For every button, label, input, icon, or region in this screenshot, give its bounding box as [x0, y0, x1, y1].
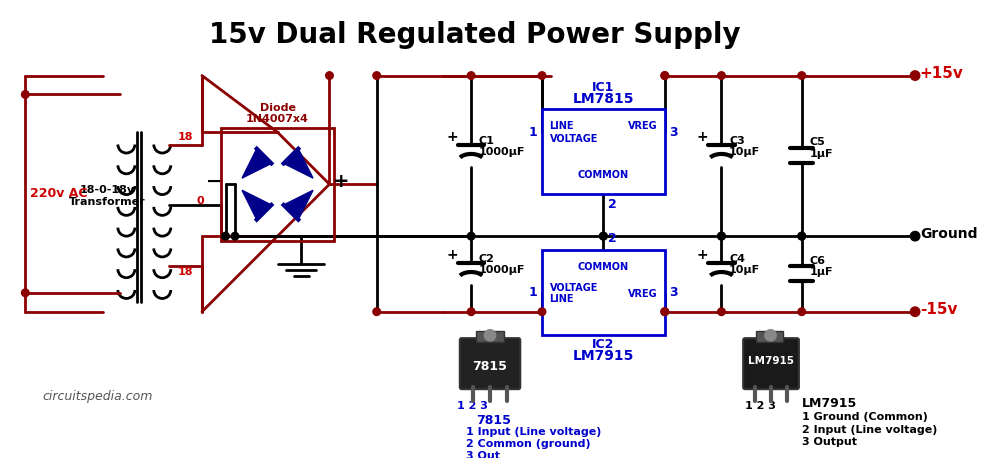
- Bar: [755, 331, 782, 342]
- Text: C5
1μF: C5 1μF: [809, 137, 832, 159]
- Circle shape: [231, 232, 239, 240]
- Circle shape: [599, 232, 606, 240]
- Text: C1
1000μF: C1 1000μF: [478, 136, 525, 157]
- Circle shape: [373, 308, 380, 316]
- Text: LINE: LINE: [549, 294, 574, 305]
- Text: +15v: +15v: [919, 66, 962, 81]
- Text: COMMON: COMMON: [577, 170, 628, 180]
- Text: 3 Output: 3 Output: [801, 437, 856, 447]
- Text: 15v Dual Regulated Power Supply: 15v Dual Regulated Power Supply: [208, 21, 740, 49]
- Text: 1 2 3: 1 2 3: [457, 401, 487, 411]
- Circle shape: [325, 72, 333, 79]
- Text: 2 Input (Line voltage): 2 Input (Line voltage): [801, 425, 936, 435]
- Text: LM7915: LM7915: [572, 349, 633, 363]
- Text: +: +: [332, 172, 349, 191]
- Circle shape: [717, 232, 725, 240]
- Text: 2: 2: [607, 198, 616, 212]
- Text: 1 Input (Line voltage): 1 Input (Line voltage): [466, 427, 601, 437]
- Text: +: +: [446, 130, 458, 144]
- Circle shape: [599, 232, 606, 240]
- Circle shape: [797, 232, 805, 240]
- Text: −: −: [206, 172, 222, 191]
- Circle shape: [717, 232, 725, 240]
- Text: 2: 2: [607, 233, 616, 245]
- Text: Ground: Ground: [919, 227, 976, 241]
- Text: Diode
1N4007x4: Diode 1N4007x4: [246, 103, 309, 124]
- Circle shape: [467, 72, 474, 79]
- Circle shape: [764, 330, 775, 341]
- Circle shape: [22, 289, 29, 297]
- Text: C3
10μF: C3 10μF: [729, 136, 759, 157]
- Text: LINE: LINE: [549, 120, 574, 131]
- Polygon shape: [283, 190, 313, 220]
- Text: 2 Common (ground): 2 Common (ground): [466, 439, 591, 449]
- Text: 7815: 7815: [472, 360, 507, 373]
- Text: 18-0-18v
Transformer: 18-0-18v Transformer: [69, 185, 146, 207]
- Circle shape: [661, 72, 668, 79]
- Circle shape: [22, 91, 29, 98]
- Text: 7815: 7815: [475, 414, 510, 427]
- Circle shape: [661, 308, 668, 316]
- Text: C2
1000μF: C2 1000μF: [478, 254, 525, 275]
- Text: 18: 18: [177, 267, 192, 277]
- Text: LM7915: LM7915: [801, 397, 856, 410]
- Circle shape: [717, 72, 725, 79]
- Text: -15v: -15v: [919, 302, 956, 317]
- Text: VOLTAGE: VOLTAGE: [549, 283, 598, 293]
- Text: circuitspedia.com: circuitspedia.com: [42, 390, 153, 403]
- Text: C4
10μF: C4 10μF: [729, 254, 759, 275]
- Circle shape: [797, 308, 805, 316]
- Text: 1 Ground (Common): 1 Ground (Common): [801, 412, 927, 422]
- Text: +: +: [446, 248, 458, 262]
- Text: +: +: [696, 248, 708, 262]
- Text: 0: 0: [196, 196, 204, 206]
- Text: IC2: IC2: [592, 338, 614, 351]
- Bar: [475, 331, 504, 342]
- Text: 18: 18: [177, 132, 192, 142]
- Circle shape: [373, 72, 380, 79]
- Text: VREG: VREG: [627, 120, 657, 131]
- Text: 1: 1: [528, 126, 536, 139]
- Text: +: +: [696, 130, 708, 144]
- Polygon shape: [283, 149, 313, 178]
- Text: 1: 1: [528, 286, 536, 300]
- Text: 3 Out: 3 Out: [466, 452, 500, 458]
- Circle shape: [909, 307, 919, 316]
- Text: 3: 3: [669, 126, 677, 139]
- Text: LM7815: LM7815: [572, 92, 633, 106]
- Circle shape: [797, 232, 805, 240]
- Circle shape: [537, 308, 545, 316]
- Text: 220v AC: 220v AC: [30, 187, 88, 200]
- Text: LM7915: LM7915: [746, 356, 793, 366]
- Text: 3: 3: [669, 286, 677, 300]
- Text: VREG: VREG: [627, 289, 657, 299]
- Circle shape: [661, 72, 668, 79]
- Circle shape: [537, 72, 545, 79]
- Circle shape: [717, 308, 725, 316]
- Circle shape: [467, 232, 474, 240]
- Bar: [541, 251, 665, 335]
- Bar: [541, 109, 665, 194]
- Text: C6
1μF: C6 1μF: [809, 256, 832, 277]
- Circle shape: [909, 231, 919, 241]
- Circle shape: [222, 232, 229, 240]
- Text: 1 2 3: 1 2 3: [744, 401, 775, 411]
- Circle shape: [797, 72, 805, 79]
- FancyBboxPatch shape: [742, 338, 798, 389]
- Polygon shape: [242, 149, 271, 178]
- Circle shape: [909, 71, 919, 80]
- Text: VOLTAGE: VOLTAGE: [549, 134, 598, 144]
- Text: IC1: IC1: [592, 82, 614, 94]
- Circle shape: [467, 308, 474, 316]
- Polygon shape: [242, 190, 271, 220]
- Circle shape: [661, 308, 668, 316]
- Circle shape: [484, 330, 495, 341]
- Text: COMMON: COMMON: [577, 262, 628, 273]
- FancyBboxPatch shape: [459, 338, 520, 389]
